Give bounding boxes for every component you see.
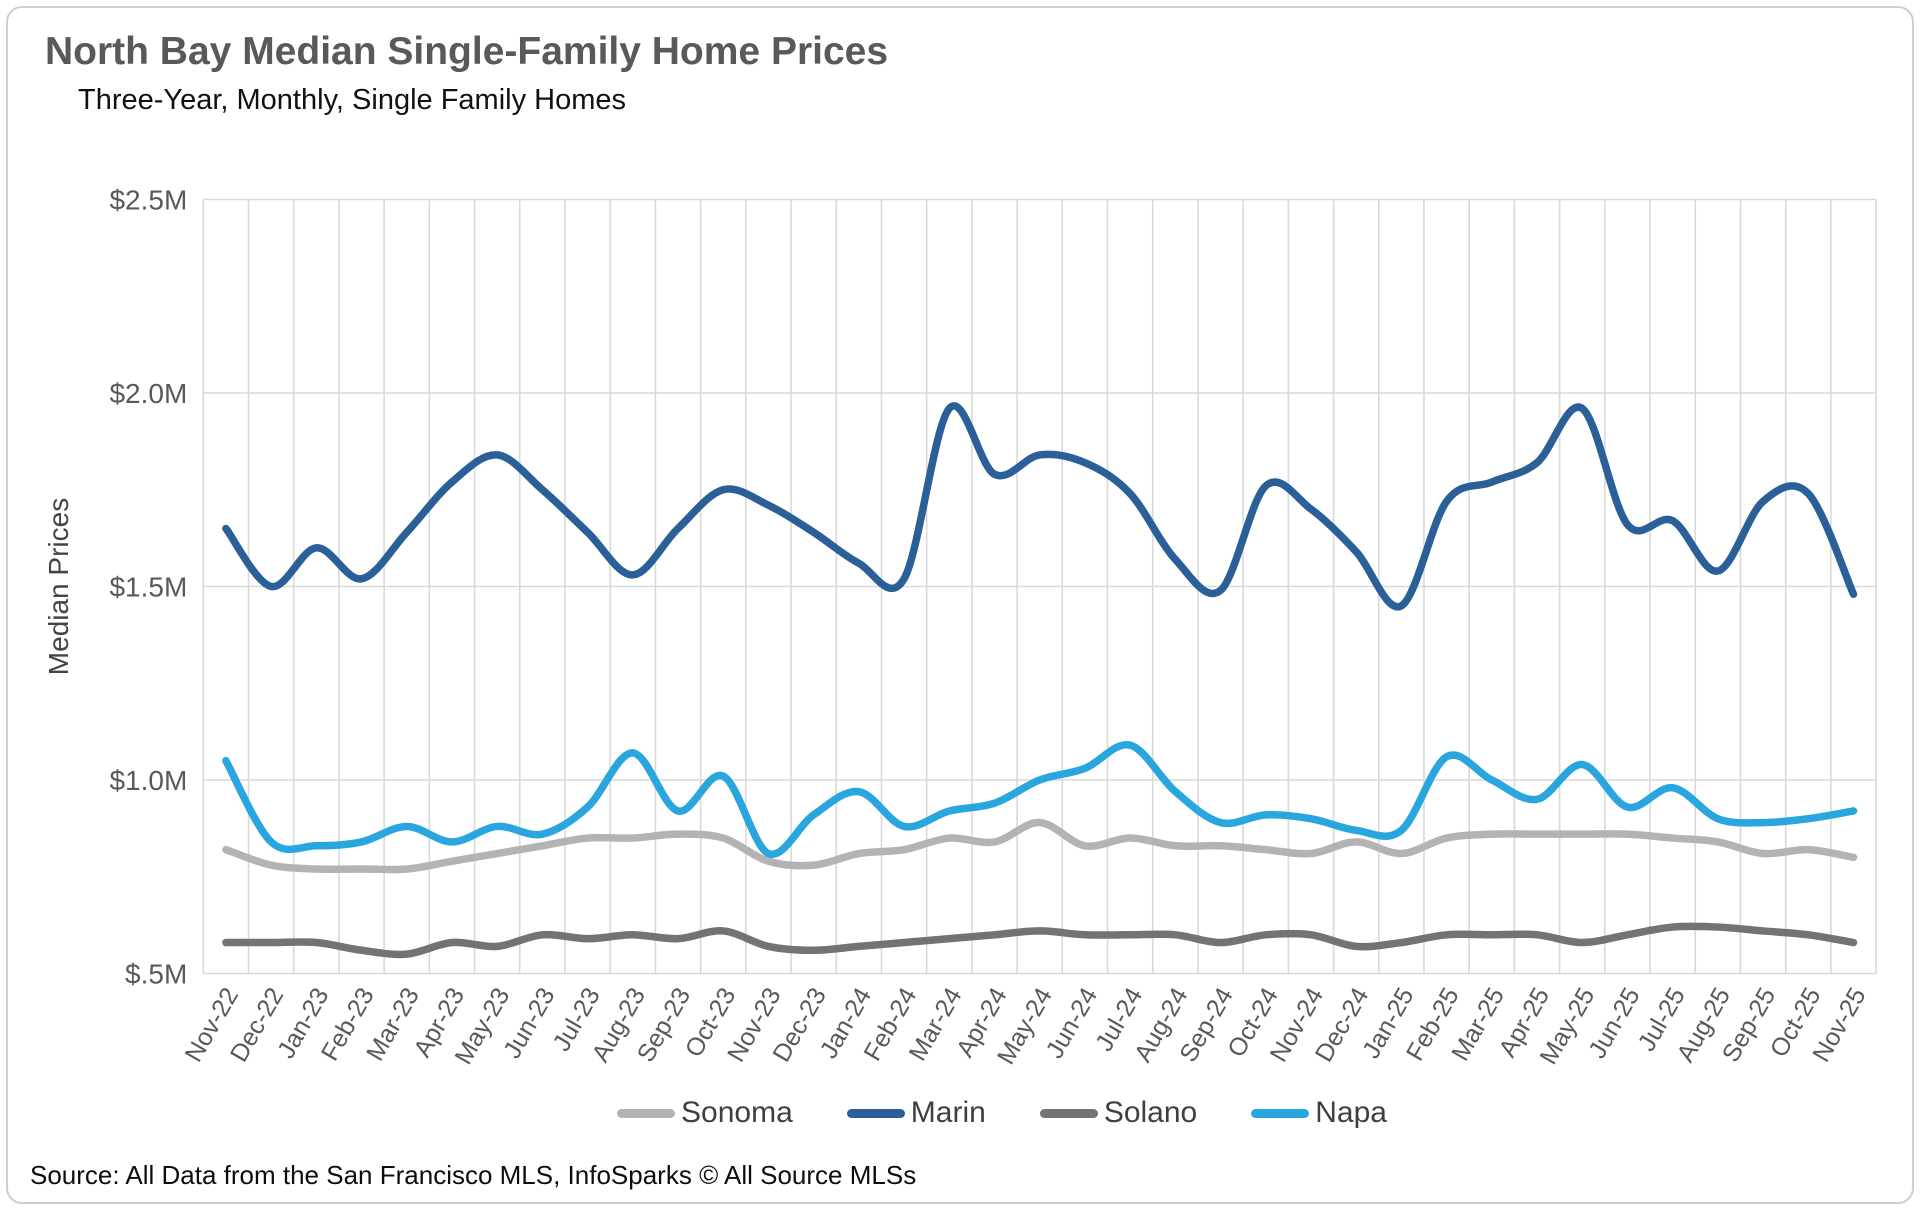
legend-item-sonoma: Sonoma: [617, 1096, 793, 1130]
series-line-napa: [222, 741, 1858, 858]
legend-item-marin: Marin: [846, 1096, 986, 1130]
y-axis-tick-label: $1.5M: [109, 572, 187, 603]
source-note: Source: All Data from the San Francisco …: [30, 1160, 917, 1190]
legend-label-napa: Napa: [1315, 1096, 1387, 1129]
legend-label-solano: Solano: [1103, 1096, 1198, 1129]
legend-label-sonoma: Sonoma: [681, 1096, 793, 1129]
y-axis-tick-label: $2.5M: [109, 185, 187, 216]
y-axis-tick-label: $2.0M: [109, 378, 187, 409]
legend-label-marin: Marin: [910, 1096, 986, 1129]
legend-item-napa: Napa: [1251, 1096, 1387, 1130]
chart-title: North Bay Median Single-Family Home Pric…: [45, 30, 889, 73]
legend-swatch-marin: [846, 1108, 905, 1118]
series-line-marin: [222, 402, 1858, 611]
chart-legend: Sonoma Marin Solano Napa: [42, 1096, 1920, 1130]
chart-card: [6, 6, 1914, 1204]
series-line-solano: [222, 922, 1858, 959]
y-axis-title: Median Prices: [43, 498, 74, 675]
series-line-sonoma: [222, 818, 1858, 874]
chart-subtitle: Three-Year, Monthly, Single Family Homes: [78, 84, 626, 116]
legend-swatch-solano: [1039, 1108, 1098, 1118]
legend-swatch-sonoma: [617, 1108, 676, 1118]
legend-swatch-napa: [1251, 1108, 1310, 1118]
y-axis-tick-label: $.5M: [125, 959, 187, 990]
y-axis-tick-label: $1.0M: [109, 765, 187, 796]
legend-item-solano: Solano: [1039, 1096, 1198, 1130]
